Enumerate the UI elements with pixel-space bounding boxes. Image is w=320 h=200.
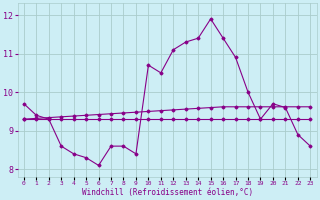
X-axis label: Windchill (Refroidissement éolien,°C): Windchill (Refroidissement éolien,°C) [82,188,253,197]
